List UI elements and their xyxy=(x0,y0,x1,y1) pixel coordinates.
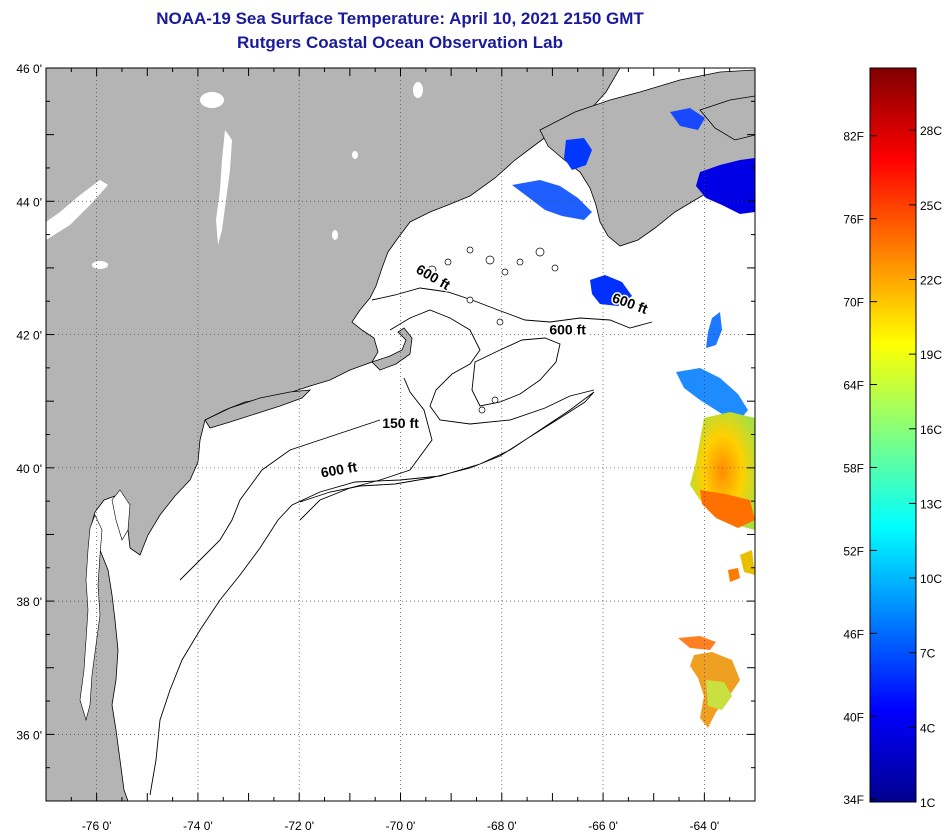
fahrenheit-label: 46F xyxy=(843,627,864,641)
fahrenheit-label: 40F xyxy=(843,710,864,724)
sst-warm-patch xyxy=(706,680,732,710)
lake xyxy=(332,230,338,240)
lake xyxy=(200,92,224,108)
contour-label: 150 ft xyxy=(382,415,419,431)
fahrenheit-label: 82F xyxy=(843,130,864,144)
sst-cool-patch xyxy=(706,312,722,348)
latitude-labels: 46 0' 44 0' 42 0' 40 0' 38 0' 36 0' xyxy=(16,62,42,742)
sst-cold-patch xyxy=(696,158,755,214)
longitude-label: -74 0' xyxy=(183,819,213,832)
contour-georges-bank xyxy=(471,337,561,407)
celsius-label: 16C xyxy=(920,423,942,437)
sst-cold-patch xyxy=(670,108,705,130)
fahrenheit-labels: 82F 76F 70F 64F 58F 52F 46F 40F 34F xyxy=(843,130,864,808)
celsius-label: 28C xyxy=(920,124,942,138)
celsius-label: 13C xyxy=(920,497,942,511)
celsius-label: 10C xyxy=(920,572,942,586)
sst-warm-patch xyxy=(700,490,755,528)
sst-cool-patch xyxy=(676,368,748,420)
lake-ontario xyxy=(46,180,108,240)
contour-150ft xyxy=(299,377,433,521)
celsius-label: 25C xyxy=(920,199,942,213)
lake-champlain xyxy=(216,130,232,245)
contour-label: 600 ft xyxy=(549,322,586,338)
delaware-bay xyxy=(111,489,131,541)
contour-inner xyxy=(179,419,381,581)
latitude-label: 40 0' xyxy=(16,462,42,476)
longitude-label: -64 0' xyxy=(690,819,720,832)
celsius-label: 1C xyxy=(920,796,936,810)
contour-600ft-gulf-of-maine xyxy=(371,287,653,425)
sst-warm-patch xyxy=(740,550,755,575)
latitude-label: 44 0' xyxy=(16,195,42,209)
lake xyxy=(352,151,358,159)
fahrenheit-label: 76F xyxy=(843,213,864,227)
land-cape-breton xyxy=(699,95,755,141)
temperature-colorbar xyxy=(869,67,917,803)
celsius-label: 4C xyxy=(920,721,936,735)
fahrenheit-label: 70F xyxy=(843,296,864,310)
sst-warm-patch xyxy=(678,636,716,650)
land-mainland xyxy=(46,68,621,801)
bathymetry-contours xyxy=(149,287,653,796)
sst-warm-patch xyxy=(728,568,740,582)
sst-cold-patch xyxy=(564,138,592,170)
contour-600ft-shelf xyxy=(149,391,595,796)
longitude-label: -68 0' xyxy=(487,819,517,832)
celsius-label: 19C xyxy=(920,348,942,362)
fahrenheit-label: 58F xyxy=(843,461,864,475)
longitude-label: -76 0' xyxy=(82,819,112,832)
sst-cold-patch xyxy=(590,275,632,306)
sst-cold-patch xyxy=(512,180,592,220)
latitude-label: 42 0' xyxy=(16,329,42,343)
longitude-labels: -76 0' -74 0' -72 0' -70 0' -68 0' -66 0' -64 … xyxy=(82,819,719,832)
latitude-label: 38 0' xyxy=(16,595,42,609)
fahrenheit-label: 52F xyxy=(843,544,864,558)
fahrenheit-label: 64F xyxy=(843,379,864,393)
latitude-label: 46 0' xyxy=(16,62,42,76)
celsius-labels: 28C 25C 22C 19C 16C 13C 10C 7C 4C 1C xyxy=(920,124,942,810)
chesapeake-bay xyxy=(79,514,103,722)
map-title: NOAA-19 Sea Surface Temperature: April 1… xyxy=(156,9,644,28)
land-long-island xyxy=(204,389,312,429)
longitude-label: -72 0' xyxy=(284,819,314,832)
colorbar-ticks xyxy=(870,129,916,803)
map-subtitle: Rutgers Coastal Ocean Observation Lab xyxy=(237,33,563,52)
longitude-label: -70 0' xyxy=(386,819,416,832)
map-ticks xyxy=(45,67,756,802)
celsius-label: 7C xyxy=(920,647,936,661)
land-cape-cod xyxy=(371,327,413,371)
lake xyxy=(92,261,108,269)
latitude-label: 36 0' xyxy=(16,728,42,742)
fahrenheit-label: 34F xyxy=(843,793,864,807)
coastal-islands xyxy=(427,246,559,414)
lake xyxy=(413,82,423,98)
celsius-label: 22C xyxy=(920,273,942,287)
land-nova-scotia xyxy=(539,69,755,247)
longitude-label: -66 0' xyxy=(588,819,618,832)
